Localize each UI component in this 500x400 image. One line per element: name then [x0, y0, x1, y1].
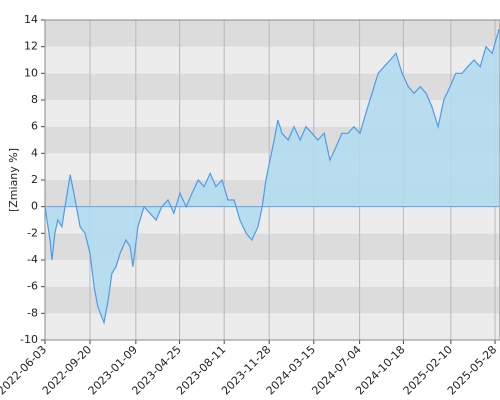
- y-tick-label: -10: [20, 333, 38, 346]
- y-tick-label: 6: [31, 120, 38, 133]
- y-tick-label: 2: [31, 173, 38, 186]
- y-tick-label: -4: [27, 253, 38, 266]
- y-tick-label: 4: [31, 146, 38, 159]
- y-tick-label: -2: [27, 226, 38, 239]
- grid-band: [45, 73, 500, 100]
- grid-band: [45, 20, 500, 47]
- y-tick-label: 14: [24, 13, 38, 26]
- grid-band: [45, 286, 500, 314]
- plot-frame: [44, 19, 500, 341]
- y-tick-label: 12: [24, 40, 38, 53]
- grid-band: [45, 313, 500, 340]
- y-axis-label: [Zmiany %]: [7, 148, 20, 212]
- area: [45, 29, 500, 323]
- y-tick-label: 8: [31, 93, 38, 106]
- y-tick-label: 0: [31, 200, 38, 213]
- line: [44, 29, 500, 325]
- y-tick-label: 10: [24, 66, 38, 79]
- y-tick-label: -6: [27, 280, 38, 293]
- grid-band: [45, 260, 500, 287]
- y-tick-label: -8: [27, 306, 38, 319]
- grid-band: [45, 46, 500, 74]
